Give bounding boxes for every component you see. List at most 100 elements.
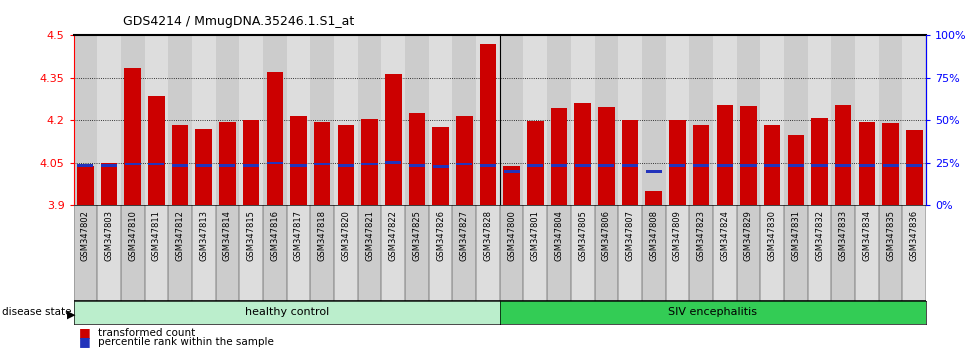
Bar (788, 164, 804, 167)
Text: GSM347817: GSM347817 (294, 210, 303, 261)
Bar (74, 205, 97, 301)
Bar (243, 120, 260, 205)
Bar (599, 164, 614, 167)
Bar (97, 35, 121, 205)
Text: GSM347825: GSM347825 (413, 210, 421, 261)
Bar (906, 164, 922, 167)
Bar (74, 35, 97, 205)
Bar (286, 205, 311, 301)
Bar (385, 74, 402, 205)
Bar (551, 108, 567, 205)
Text: GSM347830: GSM347830 (767, 210, 777, 261)
Text: healthy control: healthy control (245, 307, 328, 318)
Bar (195, 129, 212, 205)
Text: ▶: ▶ (67, 309, 75, 319)
Text: GSM347836: GSM347836 (909, 210, 919, 261)
Bar (290, 116, 307, 205)
Bar (547, 205, 570, 301)
Bar (124, 68, 141, 205)
Bar (642, 205, 665, 301)
Bar (311, 35, 334, 205)
Bar (315, 163, 330, 165)
Bar (145, 35, 169, 205)
Bar (362, 119, 378, 205)
Bar (286, 35, 311, 205)
Bar (858, 164, 875, 167)
Bar (618, 35, 642, 205)
Bar (314, 122, 330, 205)
Text: GSM347823: GSM347823 (697, 210, 706, 261)
Bar (479, 44, 496, 205)
Bar (148, 163, 165, 165)
Bar (428, 205, 453, 301)
Bar (760, 35, 784, 205)
Bar (337, 125, 354, 205)
Bar (879, 35, 903, 205)
Text: GSM347816: GSM347816 (270, 210, 279, 261)
Bar (784, 35, 808, 205)
Bar (169, 35, 192, 205)
Bar (646, 191, 662, 205)
Bar (523, 35, 547, 205)
Bar (500, 35, 523, 205)
Text: GSM347832: GSM347832 (815, 210, 824, 261)
Bar (124, 163, 141, 165)
Text: GSM347802: GSM347802 (80, 210, 90, 261)
Bar (334, 205, 358, 301)
Bar (570, 205, 595, 301)
Text: GSM347824: GSM347824 (720, 210, 729, 261)
Text: GDS4214 / MmugDNA.35246.1.S1_at: GDS4214 / MmugDNA.35246.1.S1_at (122, 15, 354, 28)
Bar (858, 122, 875, 205)
Text: GSM347821: GSM347821 (365, 210, 374, 261)
Text: GSM347820: GSM347820 (341, 210, 351, 261)
Bar (716, 164, 733, 167)
Bar (196, 164, 212, 167)
Bar (148, 96, 165, 205)
Bar (669, 164, 685, 167)
Bar (831, 35, 855, 205)
Bar (595, 205, 618, 301)
Bar (551, 164, 567, 167)
Bar (267, 72, 283, 205)
Bar (216, 35, 239, 205)
Bar (737, 35, 760, 205)
Bar (882, 123, 899, 205)
Text: GSM347810: GSM347810 (128, 210, 137, 261)
Bar (574, 103, 591, 205)
Bar (500, 205, 523, 301)
Bar (239, 35, 263, 205)
Text: GSM347808: GSM347808 (649, 210, 659, 261)
Bar (476, 205, 500, 301)
Text: GSM347801: GSM347801 (531, 210, 540, 261)
Text: GSM347803: GSM347803 (105, 210, 114, 261)
Text: disease state: disease state (2, 307, 72, 318)
Bar (381, 35, 405, 205)
Bar (811, 164, 827, 167)
Bar (428, 35, 453, 205)
Bar (267, 161, 283, 164)
Bar (101, 164, 117, 167)
Bar (385, 161, 401, 164)
Text: GSM347814: GSM347814 (222, 210, 232, 261)
Bar (712, 205, 737, 301)
Bar (362, 163, 377, 165)
Bar (101, 163, 118, 205)
Bar (358, 35, 381, 205)
Bar (409, 113, 425, 205)
Text: GSM347826: GSM347826 (436, 210, 445, 261)
Text: GSM347834: GSM347834 (862, 210, 871, 261)
Bar (311, 205, 334, 301)
Bar (457, 163, 472, 165)
Bar (855, 205, 879, 301)
Bar (622, 164, 638, 167)
Text: GSM347806: GSM347806 (602, 210, 611, 261)
Bar (618, 205, 642, 301)
Bar (764, 164, 780, 167)
Bar (192, 35, 216, 205)
Bar (381, 205, 405, 301)
Bar (689, 205, 712, 301)
Bar (527, 164, 543, 167)
Bar (737, 205, 760, 301)
Bar (903, 205, 926, 301)
Bar (595, 35, 618, 205)
